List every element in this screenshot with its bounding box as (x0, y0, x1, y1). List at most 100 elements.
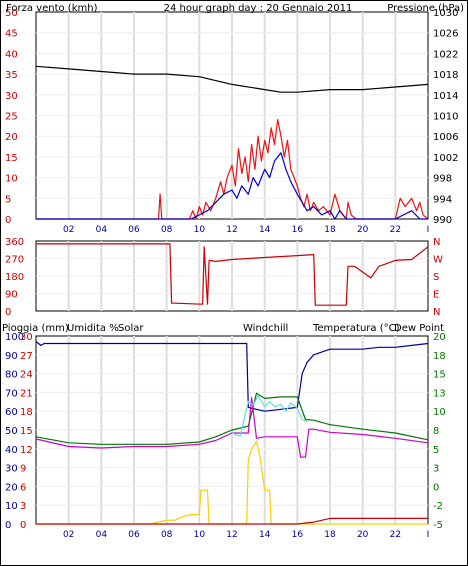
temperature-tick-label: 20 (433, 332, 446, 343)
wind-axis-label: Forza vento (kmh) (6, 3, 98, 14)
humidity-tick-label: 30 (5, 464, 18, 475)
wind-tick-label: 25 (5, 112, 18, 123)
temperature-tick-label: 10 (433, 407, 446, 418)
rain-tick-label: 21 (20, 388, 33, 399)
p1-x-tick-label: 20 (357, 225, 369, 235)
wind-tick-label: 45 (5, 29, 18, 40)
p1-x-tick-label: 10 (194, 225, 206, 235)
pressure-tick-label: 1026 (433, 29, 458, 40)
gust-series (36, 152, 428, 220)
temperature-tick-label: 13 (433, 388, 446, 399)
temperature-tick-label: 3 (433, 464, 439, 475)
pressure-tick-label: 994 (433, 194, 452, 205)
p1-x-tick-label: 08 (161, 225, 173, 235)
humidity-tick-label: 50 (5, 426, 18, 437)
humidity-tick-label: 20 (5, 482, 18, 493)
rain-tick-label: 6 (20, 482, 26, 493)
compass-tick-label: N (433, 307, 440, 318)
graph-title: 24 hour graph day : 20 Gennaio 2011 (164, 3, 353, 14)
pressure-tick-label: 1002 (433, 153, 458, 164)
p1-x-tick-label: 16 (292, 225, 304, 235)
direction-series (36, 243, 429, 306)
temperature-tick-label: 0 (433, 482, 439, 493)
direction-tick-label: 270 (5, 255, 24, 266)
p3-x-tick-label: 18 (324, 530, 336, 540)
temperature-series (35, 392, 429, 445)
p1-x-tick-label: 14 (259, 225, 271, 235)
p3-x-tick-label: 22 (390, 530, 401, 540)
rain-tick-label: 12 (20, 445, 33, 456)
pressure-tick-label: 1018 (433, 70, 458, 81)
p3-x-tick-label: 02 (63, 530, 74, 540)
p3-x-tick-label: 12 (226, 530, 237, 540)
pressure-tick-label: 1014 (433, 91, 458, 102)
rain-series (36, 517, 428, 525)
p1-x-tick-label: 06 (128, 225, 140, 235)
pressure-series (35, 65, 429, 93)
pressure-axis-label: Pressione (hPa) (387, 3, 464, 14)
direction-tick-label: 180 (5, 272, 24, 283)
legend-windchill: Windchill (243, 323, 288, 334)
humidity-tick-label: 100 (5, 332, 24, 343)
rain-tick-label: 18 (20, 407, 33, 418)
humidity-tick-label: 90 (5, 351, 18, 362)
p1-x-tick-label: 22 (390, 225, 401, 235)
rain-tick-label: 3 (20, 501, 26, 512)
wind-tick-label: 5 (5, 194, 11, 205)
p3-x-tick-label: I (427, 530, 430, 540)
wind-tick-label: 50 (5, 8, 18, 19)
humidity-tick-label: 0 (5, 520, 11, 531)
wind-tick-label: 30 (5, 91, 18, 102)
wind-tick-label: 10 (5, 174, 18, 185)
pressure-tick-label: 990 (433, 215, 452, 226)
windchill-series (231, 394, 308, 437)
rain-tick-label: 0 (20, 520, 26, 531)
legend-solar: Solar (118, 323, 144, 334)
temperature-tick-label: -5 (433, 520, 443, 531)
rain-tick-label: 27 (20, 351, 33, 362)
direction-tick-label: 0 (5, 307, 11, 318)
humidity-tick-label: 70 (5, 388, 18, 399)
compass-tick-label: W (433, 255, 443, 266)
humidity-tick-label: 10 (5, 501, 18, 512)
temperature-tick-label: 8 (433, 426, 439, 437)
p3-x-tick-label: 08 (161, 530, 173, 540)
rain-tick-label: 24 (20, 370, 33, 381)
pressure-tick-label: 1006 (433, 132, 458, 143)
direction-tick-label: 360 (5, 237, 24, 248)
p3-x-tick-label: 10 (194, 530, 206, 540)
pressure-tick-label: 1030 (433, 8, 458, 19)
legend-humidity: Umidita % (67, 323, 119, 334)
pressure-tick-label: 1022 (433, 49, 458, 60)
humidity-tick-label: 80 (5, 370, 18, 381)
rain-tick-label: 9 (20, 464, 26, 475)
wind-tick-label: 35 (5, 70, 18, 81)
wind-tick-label: 20 (5, 132, 18, 143)
legend-dewpoint: Dew Point (394, 323, 444, 334)
p1-x-tick-label: 04 (96, 225, 108, 235)
p3-x-tick-label: 16 (292, 530, 304, 540)
temperature-tick-label: 18 (433, 351, 446, 362)
pressure-tick-label: 1010 (433, 112, 458, 123)
temperature-tick-label: 15 (433, 370, 446, 381)
p1-x-tick-label: 12 (226, 225, 237, 235)
compass-tick-label: E (433, 290, 439, 301)
wind-tick-label: 15 (5, 153, 18, 164)
p1-x-tick-label: 18 (324, 225, 336, 235)
compass-tick-label: S (433, 272, 439, 283)
legend-temperature: Temperatura (°C) (312, 323, 400, 334)
pressure-tick-label: 998 (433, 174, 452, 185)
wind-tick-label: 0 (5, 215, 11, 226)
p3-x-tick-label: 20 (357, 530, 369, 540)
rain-tick-label: 30 (20, 332, 33, 343)
p3-x-tick-label: 06 (128, 530, 140, 540)
rain-tick-label: 15 (20, 426, 33, 437)
humidity-tick-label: 40 (5, 445, 18, 456)
wind-tick-label: 40 (5, 49, 18, 60)
direction-tick-label: 90 (5, 290, 18, 301)
humidity-series (35, 341, 429, 412)
temperature-tick-label: -2 (433, 501, 443, 512)
legend-rain: Pioggia (mm) (2, 323, 69, 334)
temperature-tick-label: 5 (433, 445, 439, 456)
p1-x-tick-label: I (427, 225, 430, 235)
